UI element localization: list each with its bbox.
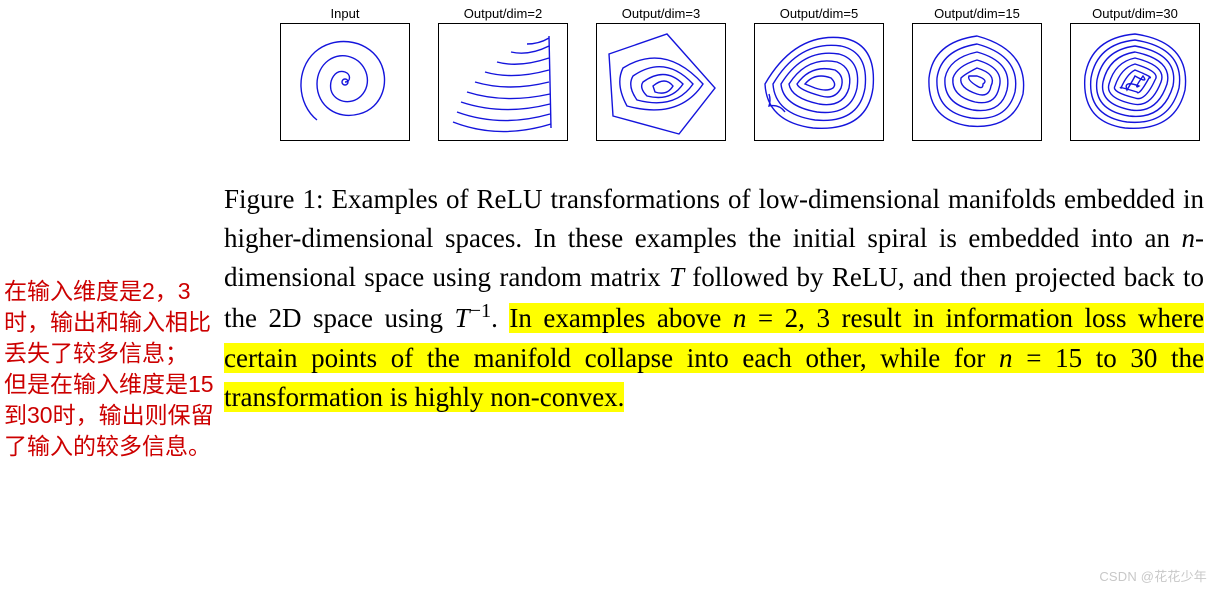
panel-plot-dim5 <box>754 23 884 141</box>
panel-plot-dim3 <box>596 23 726 141</box>
figure-panel: Input <box>280 6 410 141</box>
panel-label: Output/dim=15 <box>934 6 1020 21</box>
panel-plot-input <box>280 23 410 141</box>
figure-panel: Output/dim=5 <box>754 6 884 141</box>
panel-plot-dim2 <box>438 23 568 141</box>
panel-plot-dim30 <box>1070 23 1200 141</box>
panel-plot-dim15 <box>912 23 1042 141</box>
caption-hl-text: In examples above <box>509 303 733 333</box>
caption-var-n: n <box>1182 223 1196 253</box>
caption-text: Examples of ReLU transformations of low-… <box>224 184 1204 253</box>
panel-label: Output/dim=3 <box>622 6 700 21</box>
caption-var-n: n <box>999 343 1013 373</box>
panel-label: Output/dim=5 <box>780 6 858 21</box>
annotation-text: 在输入维度是2，3时，输出和输入相比丢失了较多信息； <box>4 276 220 369</box>
caption-label: Figure 1: <box>224 184 324 214</box>
figure-panel-row: Input Output/dim=2 <box>280 6 1200 141</box>
figure-panel: Output/dim=3 <box>596 6 726 141</box>
watermark: CSDN @花花少年 <box>1099 566 1207 585</box>
caption-var-T: T <box>669 262 684 292</box>
panel-label: Output/dim=30 <box>1092 6 1178 21</box>
page: Input Output/dim=2 <box>0 0 1219 591</box>
figure-panel: Output/dim=2 <box>438 6 568 141</box>
caption-sup: −1 <box>470 300 492 322</box>
figure-panel: Output/dim=15 <box>912 6 1042 141</box>
side-annotation: 在输入维度是2，3时，输出和输入相比丢失了较多信息； 但是在输入维度是15到30… <box>4 276 220 462</box>
caption-var-n: n <box>733 303 747 333</box>
panel-label: Output/dim=2 <box>464 6 542 21</box>
figure-caption: Figure 1: Examples of ReLU transformatio… <box>224 180 1204 417</box>
figure-panel: Output/dim=30 <box>1070 6 1200 141</box>
annotation-text: 但是在输入维度是15到30时，输出则保留了输入的较多信息。 <box>4 369 220 462</box>
caption-var-T: T <box>455 303 470 333</box>
panel-label: Input <box>331 6 360 21</box>
caption-text: . <box>491 303 509 333</box>
